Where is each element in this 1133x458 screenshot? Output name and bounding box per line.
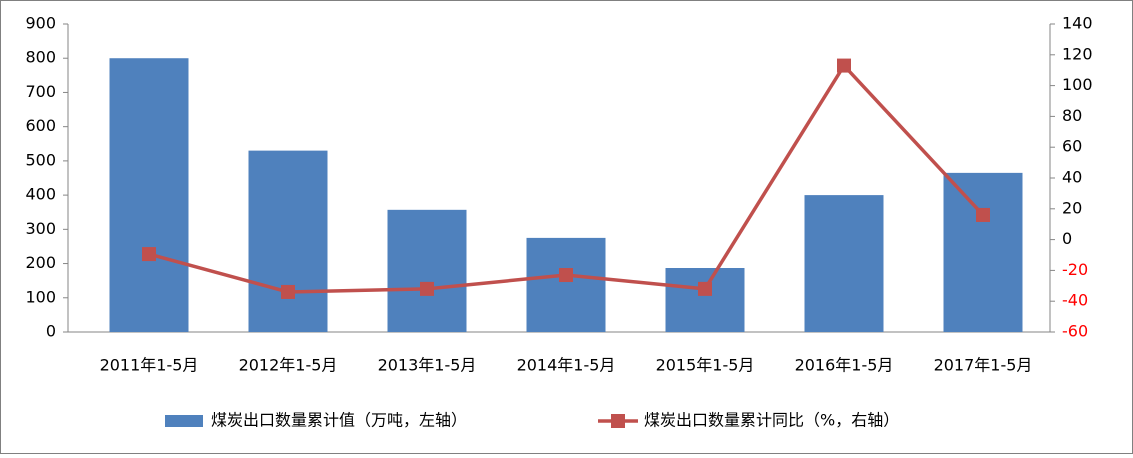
marker	[976, 207, 990, 222]
y-tick-label: 100	[25, 287, 56, 306]
marker	[281, 284, 295, 299]
marker	[698, 281, 712, 296]
x-tick-label: 2016年1-5月	[795, 356, 894, 375]
bar	[387, 209, 467, 332]
y2-tick-label: 100	[1062, 75, 1093, 94]
y-tick-label: 800	[25, 48, 56, 67]
bar	[248, 150, 328, 332]
marker	[837, 58, 851, 73]
marker	[559, 268, 573, 283]
y2-tick-label: 120	[1062, 44, 1093, 63]
y-tick-label: 200	[25, 253, 56, 272]
bar	[526, 237, 606, 332]
bar	[804, 195, 884, 332]
legend-swatch	[165, 415, 203, 427]
y2-tick-label: -60	[1062, 322, 1088, 341]
legend-label: 煤炭出口数量累计同比（%，右轴）	[644, 411, 899, 430]
y-tick-label: 400	[25, 185, 56, 204]
y-tick-label: 0	[46, 322, 56, 341]
y-tick-label: 300	[25, 219, 56, 238]
y2-tick-label: 80	[1062, 106, 1082, 125]
legend-marker	[611, 414, 625, 428]
bar	[665, 268, 745, 332]
y2-tick-label: 60	[1062, 137, 1082, 156]
y2-tick-label: -20	[1062, 260, 1088, 279]
bar	[109, 58, 189, 332]
legend-label: 煤炭出口数量累计值（万吨，左轴）	[211, 411, 467, 430]
y-tick-label: 500	[25, 150, 56, 169]
y-tick-label: 700	[25, 82, 56, 101]
marker	[142, 247, 156, 262]
x-tick-label: 2012年1-5月	[239, 356, 338, 375]
y2-tick-label: 0	[1062, 229, 1072, 248]
y2-tick-label: 140	[1062, 14, 1093, 33]
bar	[943, 172, 1023, 332]
y2-tick-label: -40	[1062, 291, 1088, 310]
y-tick-label: 600	[25, 116, 56, 135]
y-tick-label: 900	[25, 14, 56, 33]
x-tick-label: 2015年1-5月	[656, 356, 755, 375]
x-tick-label: 2014年1-5月	[517, 356, 616, 375]
x-tick-label: 2013年1-5月	[378, 356, 477, 375]
x-tick-label: 2017年1-5月	[934, 356, 1033, 375]
x-tick-label: 2011年1-5月	[100, 356, 199, 375]
y2-tick-label: 40	[1062, 168, 1082, 187]
y2-tick-label: 20	[1062, 198, 1082, 217]
marker	[420, 281, 434, 296]
